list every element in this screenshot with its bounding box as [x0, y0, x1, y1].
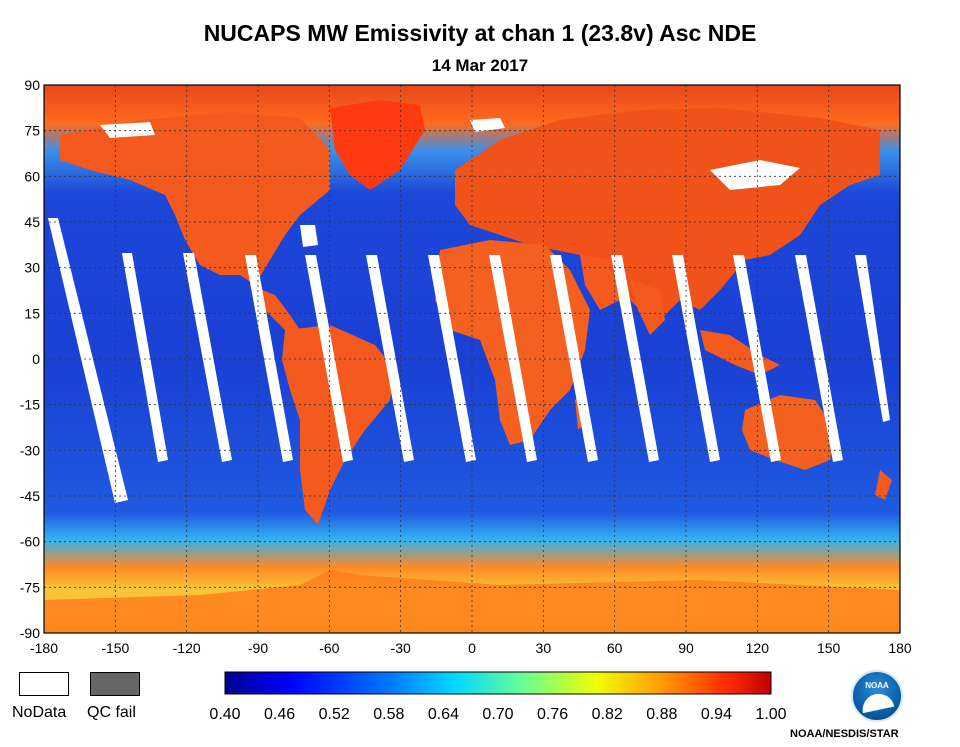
nodata-label: NoData	[12, 704, 67, 721]
x-tick-label: 60	[607, 640, 623, 656]
y-tick-label: 45	[24, 214, 40, 230]
x-tick-label: 180	[888, 640, 912, 656]
noaa-logo: NOAA	[851, 670, 903, 722]
colorbar-tick-label: 0.58	[373, 706, 404, 723]
x-tick-label: 120	[746, 640, 770, 656]
colorbar	[224, 671, 772, 695]
map-subtitle: 14 Mar 2017	[431, 56, 529, 75]
colorbar-tick-label: 0.88	[646, 706, 677, 723]
x-tick-label: -180	[30, 640, 58, 656]
colorbar-tick-label: 0.40	[209, 706, 240, 723]
x-tick-label: -30	[391, 640, 411, 656]
x-axis-ticks: -180 -150 -120 -90 -60 -30 0 30 60 90 120 150 180	[30, 640, 912, 656]
x-tick-label: 0	[468, 640, 476, 656]
colorbar-tick-label: 1.00	[755, 706, 786, 723]
x-tick-label: 90	[678, 640, 694, 656]
qcfail-label: QC fail	[87, 704, 136, 721]
colorbar-tick-label: 0.76	[537, 706, 568, 723]
graticule	[44, 85, 900, 633]
colorbar-tick-label: 0.82	[592, 706, 623, 723]
colorbar-tick-label: 0.52	[319, 706, 350, 723]
x-tick-label: -150	[101, 640, 129, 656]
y-tick-label: -30	[20, 442, 40, 458]
x-tick-label: -60	[319, 640, 339, 656]
y-tick-label: -15	[20, 397, 40, 413]
colorbar-tick-label: 0.46	[264, 706, 295, 723]
map-frame	[43, 84, 901, 634]
nodata-swatch	[19, 672, 69, 696]
colorbar-ticks: 0.40 0.46 0.52 0.58 0.64 0.70 0.76 0.82 0.88 0.94…	[209, 706, 786, 723]
x-tick-label: -90	[248, 640, 268, 656]
y-tick-label: -75	[20, 579, 40, 595]
y-tick-label: -90	[20, 625, 40, 641]
x-tick-label: 150	[817, 640, 841, 656]
y-tick-label: 75	[24, 123, 40, 139]
x-tick-label: -120	[173, 640, 201, 656]
colorbar-tick-label: 0.70	[482, 706, 513, 723]
y-tick-label: 30	[24, 260, 40, 276]
credit-text: NOAA/NESDIS/STAR	[790, 728, 899, 740]
y-tick-label: 60	[24, 168, 40, 184]
y-tick-label: 90	[24, 77, 40, 93]
y-axis-ticks: 90 75 60 45 30 15 0 -15 -30 -45 -60 -75 -90	[20, 77, 40, 641]
y-tick-label: 0	[32, 351, 40, 367]
y-tick-label: 15	[24, 305, 40, 321]
logo-bird-icon	[859, 690, 895, 714]
x-tick-label: 30	[536, 640, 552, 656]
map-title: NUCAPS MW Emissivity at chan 1 (23.8v) A…	[203, 20, 757, 46]
qcfail-swatch	[90, 672, 140, 696]
colorbar-tick-label: 0.94	[701, 706, 732, 723]
y-tick-label: -60	[20, 534, 40, 550]
logo-text: NOAA	[865, 681, 889, 690]
colorbar-tick-label: 0.64	[428, 706, 459, 723]
y-tick-label: -45	[20, 488, 40, 504]
